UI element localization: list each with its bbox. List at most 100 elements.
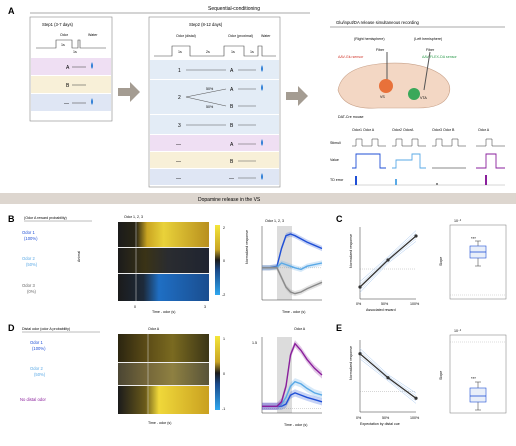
animal-line — [359, 350, 417, 396]
row-value: Value — [330, 158, 339, 162]
step2-prox-1: A — [230, 68, 234, 74]
panel-label-b: B — [8, 214, 15, 224]
panel-a-title: Sequential-conditioning — [208, 6, 260, 12]
b-group3-prob: (0%) — [27, 289, 36, 294]
step2-num-5: — — [176, 159, 181, 165]
e-scatter-plot — [358, 340, 418, 413]
row-stimuli: Stimuli — [330, 141, 341, 145]
animal-line — [359, 358, 417, 404]
water-drop-icon — [261, 139, 263, 146]
section-banner-text: Dopamine release in the VS — [198, 197, 261, 203]
d-cbar-mid: 0 — [223, 372, 225, 376]
step2-num-1: 1 — [178, 68, 181, 74]
series-line — [262, 342, 323, 407]
vs-label: VS — [380, 95, 385, 99]
odor-window-shade — [277, 226, 292, 300]
b-heatmap — [118, 222, 209, 301]
brain-icon — [337, 62, 451, 109]
mean-point — [358, 285, 362, 289]
b-odor-tag: Odor 1, 2, 3 — [124, 215, 143, 219]
e-box-scale: 10⁻² — [454, 329, 462, 333]
e-xtick-0: 0% — [356, 416, 362, 420]
water-drop-icon — [261, 173, 263, 180]
step2-odor-proximal: Odor (proximal) — [228, 34, 253, 38]
d-colorbar — [215, 336, 220, 410]
b-cbar-top: 2 — [223, 226, 225, 230]
step2-num-6: — — [176, 176, 181, 182]
c-stars: *** — [471, 236, 476, 241]
row-td-error: TD error — [330, 178, 344, 182]
step2-num-4: — — [176, 142, 181, 148]
step2-num-2: 2 — [178, 95, 181, 101]
vta-region — [408, 88, 420, 100]
odor-window-shade — [277, 337, 292, 413]
step2-title: Step2 (8-12 days) — [189, 22, 223, 27]
water-drop-icon — [261, 65, 263, 72]
cond-1: Odor1 Odor A — [352, 128, 375, 132]
section-banner — [0, 193, 516, 204]
step2-prox-2b: B — [230, 104, 234, 110]
cond-4: Odor A — [478, 128, 490, 132]
b-group2-name: Odor 2 — [22, 256, 35, 261]
e-ylabel: Normalized response — [349, 346, 353, 380]
d-xlabel: Time - odor (s) — [148, 421, 171, 425]
vta-label: VTA — [420, 96, 427, 100]
step2-prox-4: A — [230, 142, 234, 148]
c-xtick-0: 0% — [356, 302, 362, 306]
b-animal-label: Animal — [77, 251, 81, 262]
b-group3-name: Odor 3 — [22, 283, 35, 288]
e-box-ylabel: Slope — [439, 371, 443, 380]
panel-label-c: C — [336, 214, 343, 224]
step2-odor-distal: Odor (distal) — [176, 34, 196, 38]
fiber-label-1: Fiber — [376, 48, 385, 52]
step2-num-3: 3 — [178, 123, 181, 129]
d-odor-tag: Odor A — [148, 327, 160, 331]
d-group2-prob: (50%) — [34, 372, 46, 377]
flow-arrow-icon — [118, 82, 140, 102]
step2-dur2: 2s — [206, 50, 210, 54]
panel-label-e: E — [336, 323, 342, 333]
b-colorbar — [215, 225, 220, 295]
panel-b-subtitle: (Odor A reward probability) — [24, 216, 67, 220]
b-trace-label: Odor 1, 2, 3 — [265, 219, 284, 223]
series-band — [262, 340, 322, 410]
d-trace-label: Odor A — [294, 327, 306, 331]
c-box-scale: 10⁻² — [454, 219, 462, 223]
b-group1-name: Odor 1 — [22, 230, 35, 235]
b-xlabel: Time - odor (s) — [152, 310, 175, 314]
mean-point — [386, 258, 390, 262]
c-xtick-50: 50% — [381, 302, 389, 306]
step2-prox-3: B — [230, 123, 234, 129]
panel-label-a: A — [8, 6, 15, 16]
e-boxplot — [449, 334, 507, 414]
c-boxplot — [449, 224, 507, 300]
step1-title: Step1 (3-7 days) — [42, 22, 74, 27]
series-line — [262, 267, 323, 295]
water-drop-icon — [91, 98, 93, 105]
b-cbar-mid: 0 — [223, 259, 225, 263]
mean-point — [358, 352, 362, 356]
b-xtick-3: 3 — [204, 305, 206, 309]
step1-row-a: A — [66, 65, 70, 71]
b-xtick-0: 0 — [134, 305, 136, 309]
water-drop-icon — [261, 84, 263, 91]
e-xtick-50: 50% — [382, 416, 390, 420]
right-hemisphere: (Right hemisphere) — [354, 37, 385, 41]
d-group2-name: Odor 2 — [30, 366, 43, 371]
step1-row-b: B — [66, 83, 70, 89]
step2-water-label: Water — [261, 34, 271, 38]
animal-line — [359, 348, 417, 394]
animal-line — [359, 241, 417, 293]
mean-point — [386, 376, 390, 380]
panel-label-d: D — [8, 323, 15, 333]
c-xtick-100: 100% — [410, 302, 420, 306]
d-cbar-top: 1 — [223, 337, 225, 341]
step1-water-label: Water — [88, 33, 98, 37]
c-ylabel: Normalized response — [349, 234, 353, 268]
mean-point — [414, 396, 418, 400]
b-cbar-bot: -2 — [222, 293, 225, 297]
b-group2-prob: (50%) — [26, 262, 38, 267]
animal-line — [359, 238, 417, 290]
c-box-ylabel: Slope — [439, 257, 443, 266]
